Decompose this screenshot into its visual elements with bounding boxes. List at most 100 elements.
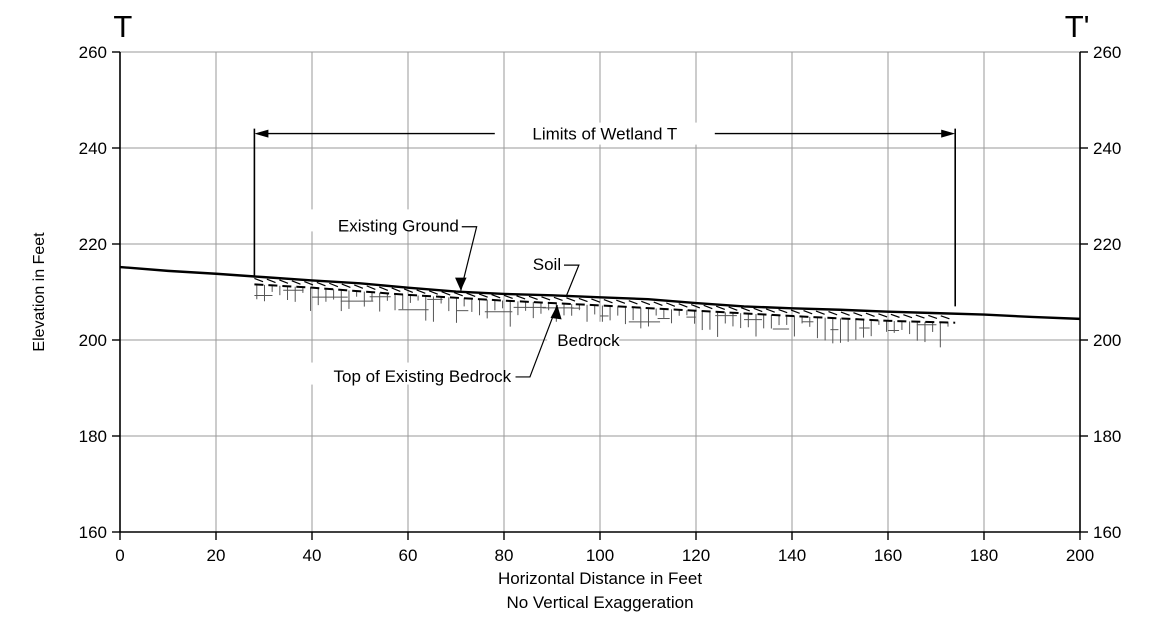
soil-hatch-mark	[703, 304, 713, 310]
soil-hatch-mark	[728, 306, 738, 311]
y-tick-label-left: 260	[79, 43, 107, 62]
soil-hatch-mark	[291, 280, 301, 285]
soil-hatch-mark	[266, 278, 276, 284]
soil-hatch-mark	[915, 314, 925, 319]
wetland-label-bg	[504, 122, 705, 145]
soil-hatch-mark	[653, 301, 663, 306]
soil-hatch-mark	[566, 297, 576, 302]
existing-ground-label: Existing Ground	[338, 217, 459, 236]
soil-hatch-mark	[391, 287, 401, 293]
y-tick-label-right: 240	[1093, 139, 1121, 158]
soil-hatch-mark	[790, 309, 800, 314]
soil-hatch-mark	[628, 300, 638, 305]
axes	[112, 51, 1088, 540]
soil-hatch-mark	[803, 310, 813, 315]
soil-hatch-mark	[466, 292, 476, 298]
soil-hatch-mark	[354, 284, 364, 289]
y-tick-label-left: 180	[79, 427, 107, 446]
y-tick-label-right: 260	[1093, 43, 1121, 62]
soil-hatch-mark	[503, 294, 513, 299]
soil-hatch-mark	[528, 295, 538, 300]
soil-hatch-mark	[553, 296, 563, 302]
y-tick-label-right: 220	[1093, 235, 1121, 254]
soil-hatch-mark	[778, 308, 788, 314]
soil-hatch-mark	[740, 307, 750, 312]
arrowhead-right	[941, 129, 956, 138]
x-tick-label: 100	[586, 546, 614, 565]
x-tick-label: 200	[1066, 546, 1094, 565]
soil-hatch-mark	[666, 302, 676, 307]
soil-hatch-mark	[416, 289, 426, 294]
soil-hatch-mark	[940, 315, 950, 320]
soil-hatch-mark	[341, 283, 351, 289]
soil-hatch-mark	[453, 291, 463, 297]
arrowhead-left	[254, 129, 269, 138]
soil-hatch-mark	[478, 293, 488, 298]
soil-layer	[254, 277, 950, 320]
soil-hatch-mark	[753, 307, 763, 313]
x-tick-label: 160	[874, 546, 902, 565]
top-of-bedrock-line	[254, 283, 956, 324]
annotations: Limits of Wetland T Existing Ground Soil…	[253, 122, 957, 386]
soil-hatch-mark	[678, 303, 688, 308]
soil-hatch-mark	[890, 313, 900, 318]
y-tick-label-left: 240	[79, 139, 107, 158]
soil-hatch-mark	[403, 288, 414, 293]
x-tick-label: 0	[115, 546, 124, 565]
soil-hatch-mark	[591, 298, 601, 303]
existing-ground-arrowhead	[455, 277, 467, 291]
section-start-label: T	[113, 9, 132, 44]
top-of-bedrock-label-bg	[278, 362, 501, 385]
soil-hatch-mark	[378, 286, 389, 291]
x-tick-label: 140	[778, 546, 806, 565]
soil-hatch-mark	[765, 308, 775, 313]
soil-hatch-mark	[878, 313, 888, 318]
soil-label: Soil	[533, 255, 561, 274]
x-tick-label: 60	[399, 546, 418, 565]
wetland-limits-label: Limits of Wetland T	[532, 125, 677, 144]
top-of-bedrock-label: Top of Existing Bedrock	[334, 367, 512, 386]
soil-hatch-mark	[828, 311, 838, 316]
soil-hatch-mark	[903, 314, 913, 319]
soil-hatch-mark	[603, 298, 613, 304]
soil-hatch-mark	[516, 295, 526, 300]
x-axis-subtitle: No Vertical Exaggeration	[506, 593, 693, 612]
soil-hatch-mark	[928, 314, 938, 320]
y-tick-label-left: 160	[79, 523, 107, 542]
soil-hatch-mark	[428, 290, 438, 295]
soil-hatch-mark	[865, 312, 875, 317]
y-tick-label-right: 200	[1093, 331, 1121, 350]
top-of-bedrock-leader	[515, 304, 558, 378]
soil-hatch-mark	[853, 312, 863, 317]
soil-label-bg	[523, 246, 568, 269]
soil-hatch-mark	[616, 299, 626, 304]
y-tick-label-left: 220	[79, 235, 107, 254]
x-tick-label: 20	[207, 546, 226, 565]
x-tick-label: 80	[495, 546, 514, 565]
soil-hatch-mark	[366, 285, 376, 290]
y-axis-title: Elevation in Feet	[31, 232, 48, 352]
top-of-bedrock-arrowhead	[550, 304, 562, 320]
x-tick-label: 180	[970, 546, 998, 565]
x-axis-title: Horizontal Distance in Feet	[498, 569, 702, 588]
soil-leader	[564, 264, 580, 297]
series-layer	[119, 265, 1081, 324]
x-tick-label: 120	[682, 546, 710, 565]
existing-ground-leader	[460, 226, 478, 291]
soil-hatch-mark	[690, 303, 701, 309]
x-tick-label: 40	[303, 546, 322, 565]
soil-hatch-mark	[578, 297, 588, 303]
soil-hatch-mark	[279, 279, 289, 284]
existing-ground-label-bg	[302, 209, 415, 232]
soil-hatch-mark	[441, 291, 451, 296]
soil-hatch-mark	[641, 300, 651, 306]
existing-ground-line	[119, 265, 1081, 321]
y-tick-label-right: 160	[1093, 523, 1121, 542]
y-tick-label-left: 200	[79, 331, 107, 350]
soil-hatch-mark	[491, 294, 501, 299]
y-tick-label-right: 180	[1093, 427, 1121, 446]
soil-hatch-mark	[329, 282, 339, 288]
soil-hatch-mark	[541, 296, 551, 301]
soil-hatch-mark	[254, 277, 264, 283]
